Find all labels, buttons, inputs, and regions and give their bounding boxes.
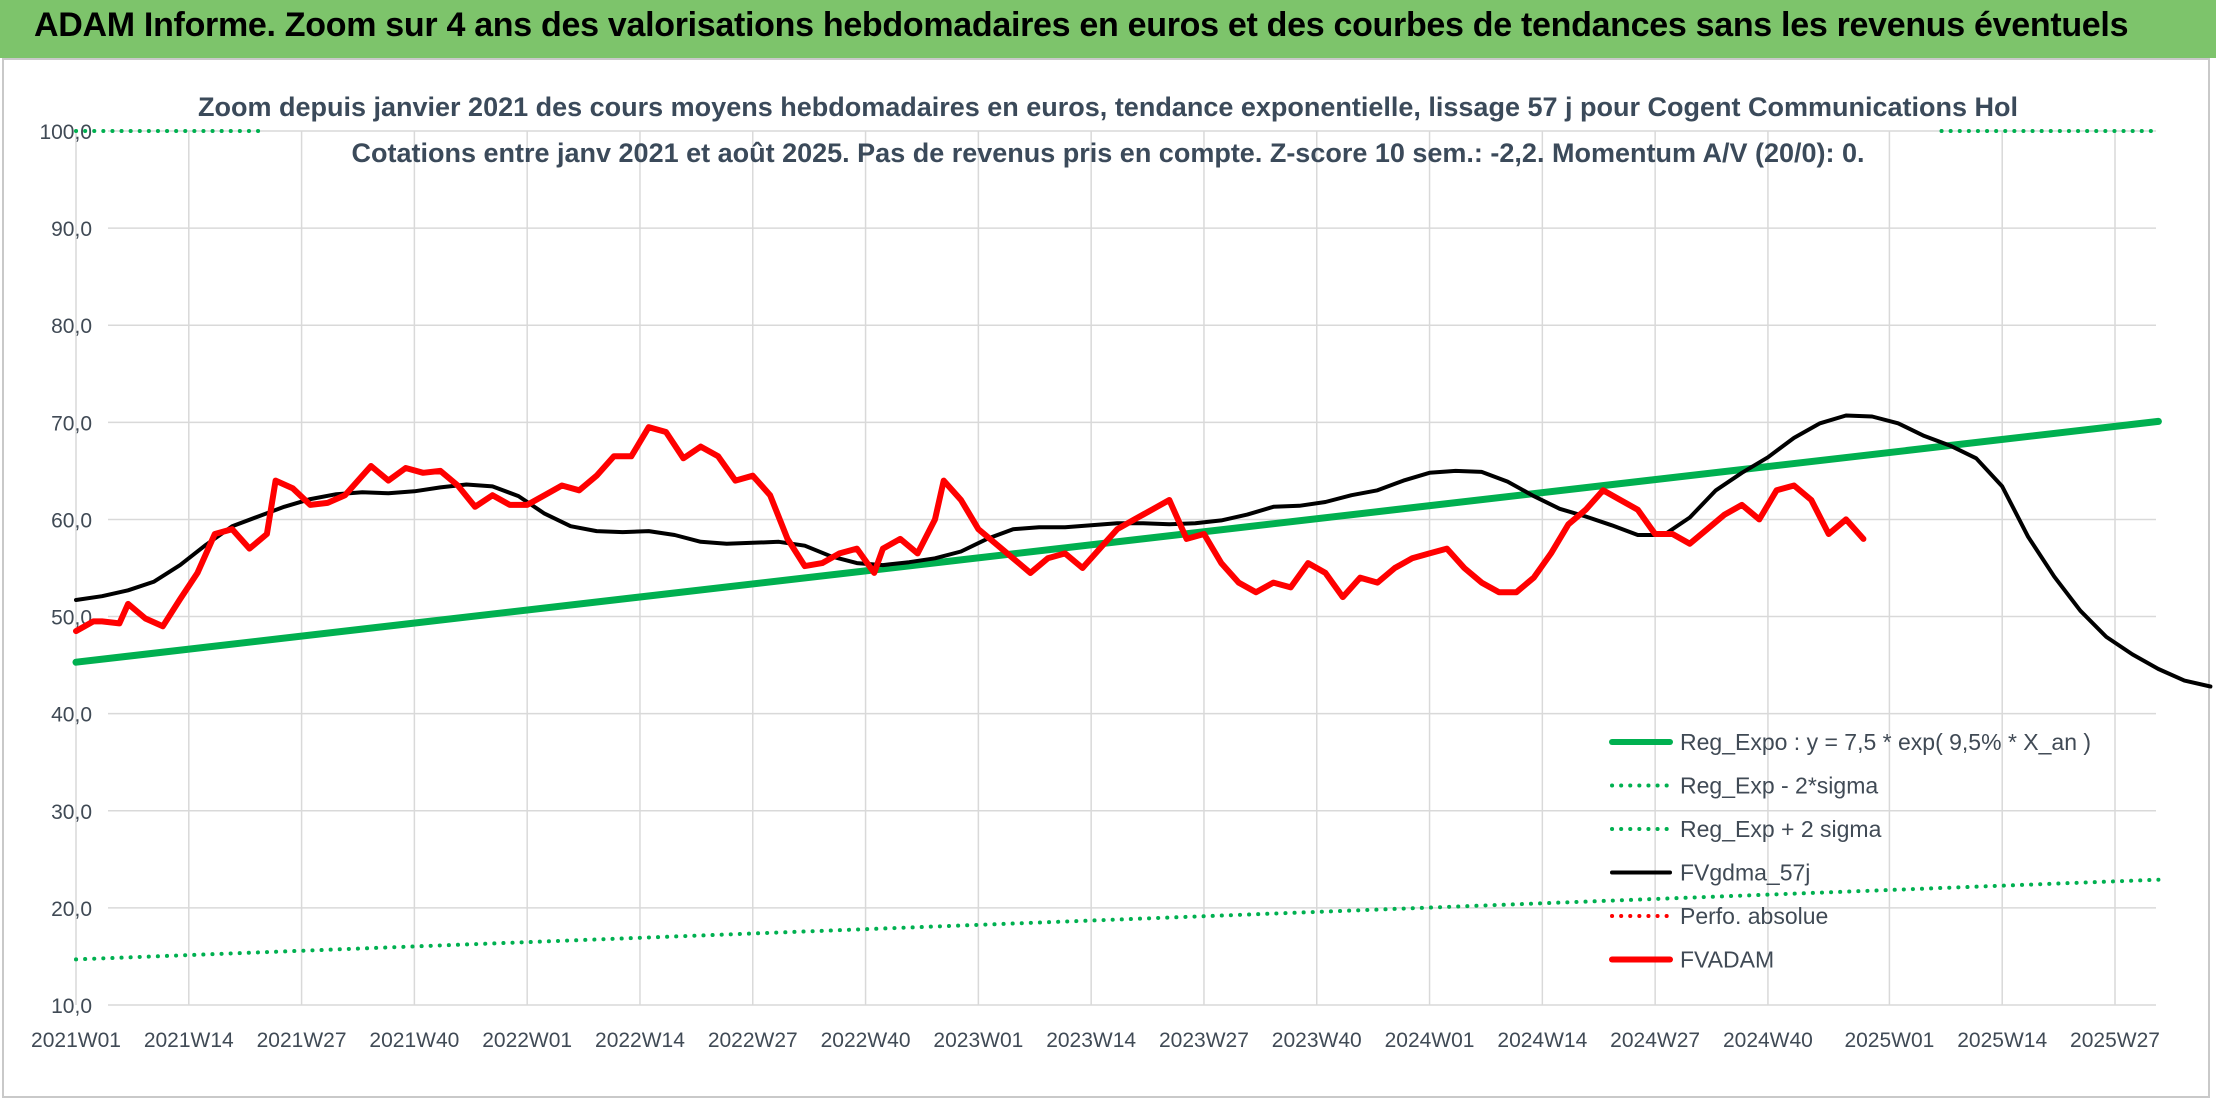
report-title: ADAM Informe. Zoom sur 4 ans des valoris…: [34, 6, 2129, 44]
series-fvgdma-57j: [74, 413, 2213, 689]
y-tick-label: 70,0: [51, 412, 92, 435]
x-tick-label: 2021W27: [257, 1029, 347, 1052]
y-tick-label: 40,0: [51, 704, 92, 727]
report-banner: ADAM Informe. Zoom sur 4 ans des valoris…: [0, 0, 2216, 58]
x-tick-label: 2023W01: [933, 1029, 1023, 1052]
legend-label: FVgdma_57j: [1680, 860, 1810, 886]
x-tick-label: 2025W27: [2070, 1029, 2160, 1052]
chart-subtitle: Cotations entre janv 2021 et août 2025. …: [351, 138, 1864, 168]
x-tick-label: 2022W27: [708, 1029, 798, 1052]
x-tick-label: 2021W14: [144, 1029, 234, 1052]
legend-item: Reg_Expo : y = 7,5 * exp( 9,5% * X_an ): [1609, 729, 2091, 755]
series-reg-expo: [72, 417, 2162, 666]
x-tick-label: 2023W27: [1159, 1029, 1249, 1052]
x-tick-label: 2022W01: [482, 1029, 572, 1052]
x-tick-label: 2022W14: [595, 1029, 685, 1052]
y-tick-label: 100,0: [39, 121, 92, 144]
y-tick-label: 10,0: [51, 995, 92, 1018]
legend-item: Reg_Exp - 2*sigma: [1610, 773, 1878, 799]
y-tick-label: 90,0: [51, 218, 92, 241]
x-tick-label: 2025W14: [1957, 1029, 2047, 1052]
chart-frame: [2, 58, 2210, 1098]
legend-item: Perfo. absolue: [1610, 903, 1828, 929]
y-tick-label: 80,0: [51, 315, 92, 338]
x-tick-label: 2024W01: [1385, 1029, 1475, 1052]
x-tick-label: 2021W01: [31, 1029, 121, 1052]
legend-item: Reg_Exp + 2 sigma: [1610, 816, 1882, 842]
chart-series: [72, 129, 2213, 962]
x-tick-label: 2023W14: [1046, 1029, 1136, 1052]
x-tick-label: 2022W40: [821, 1029, 911, 1052]
legend-label: Perfo. absolue: [1680, 903, 1828, 929]
legend-item: FVADAM: [1609, 947, 1774, 973]
x-tick-label: 2025W01: [1844, 1029, 1934, 1052]
chart-legend: Reg_Expo : y = 7,5 * exp( 9,5% * X_an ) R…: [1609, 729, 2091, 973]
legend-label: FVADAM: [1680, 947, 1774, 973]
x-tick-label: 2021W40: [369, 1029, 459, 1052]
chart-grid: [75, 130, 2156, 1006]
x-tick-label: 2023W40: [1272, 1029, 1362, 1052]
y-tick-label: 30,0: [51, 801, 92, 824]
x-tick-label: 2024W40: [1723, 1029, 1813, 1052]
y-tick-label: 20,0: [51, 898, 92, 921]
legend-item: FVgdma_57j: [1610, 860, 1810, 886]
series-reg-exp-minus-2sigma: [74, 877, 2161, 962]
legend-label: Reg_Expo : y = 7,5 * exp( 9,5% * X_an ): [1680, 729, 2091, 755]
chart-title: Zoom depuis janvier 2021 des cours moyen…: [198, 92, 2018, 122]
x-tick-label: 2024W27: [1610, 1029, 1700, 1052]
legend-label: Reg_Exp + 2 sigma: [1680, 816, 1882, 842]
y-tick-label: 50,0: [51, 607, 92, 630]
legend-label: Reg_Exp - 2*sigma: [1680, 773, 1878, 799]
y-tick-label: 60,0: [51, 509, 92, 532]
axis-ticks: 10,0 20,0 30,0 40,0 50,0 60,0 70,0 80,0 90,0 100,…: [31, 121, 2160, 1052]
series-fvadam: [73, 424, 1867, 635]
x-tick-label: 2024W14: [1497, 1029, 1587, 1052]
